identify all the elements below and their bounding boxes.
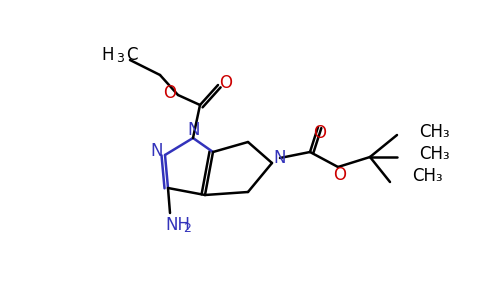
Text: N: N bbox=[151, 142, 163, 160]
Text: N: N bbox=[274, 149, 286, 167]
Text: CH₃: CH₃ bbox=[412, 167, 443, 185]
Text: N: N bbox=[188, 121, 200, 139]
Text: O: O bbox=[314, 124, 327, 142]
Text: CH₃: CH₃ bbox=[419, 123, 450, 141]
Text: 3: 3 bbox=[116, 52, 124, 64]
Text: O: O bbox=[333, 166, 347, 184]
Text: C: C bbox=[126, 46, 137, 64]
Text: CH₃: CH₃ bbox=[419, 145, 450, 163]
Text: O: O bbox=[220, 74, 232, 92]
Text: NH: NH bbox=[165, 216, 190, 234]
Text: 2: 2 bbox=[183, 221, 191, 235]
Text: H: H bbox=[102, 46, 114, 64]
Text: O: O bbox=[164, 84, 177, 102]
